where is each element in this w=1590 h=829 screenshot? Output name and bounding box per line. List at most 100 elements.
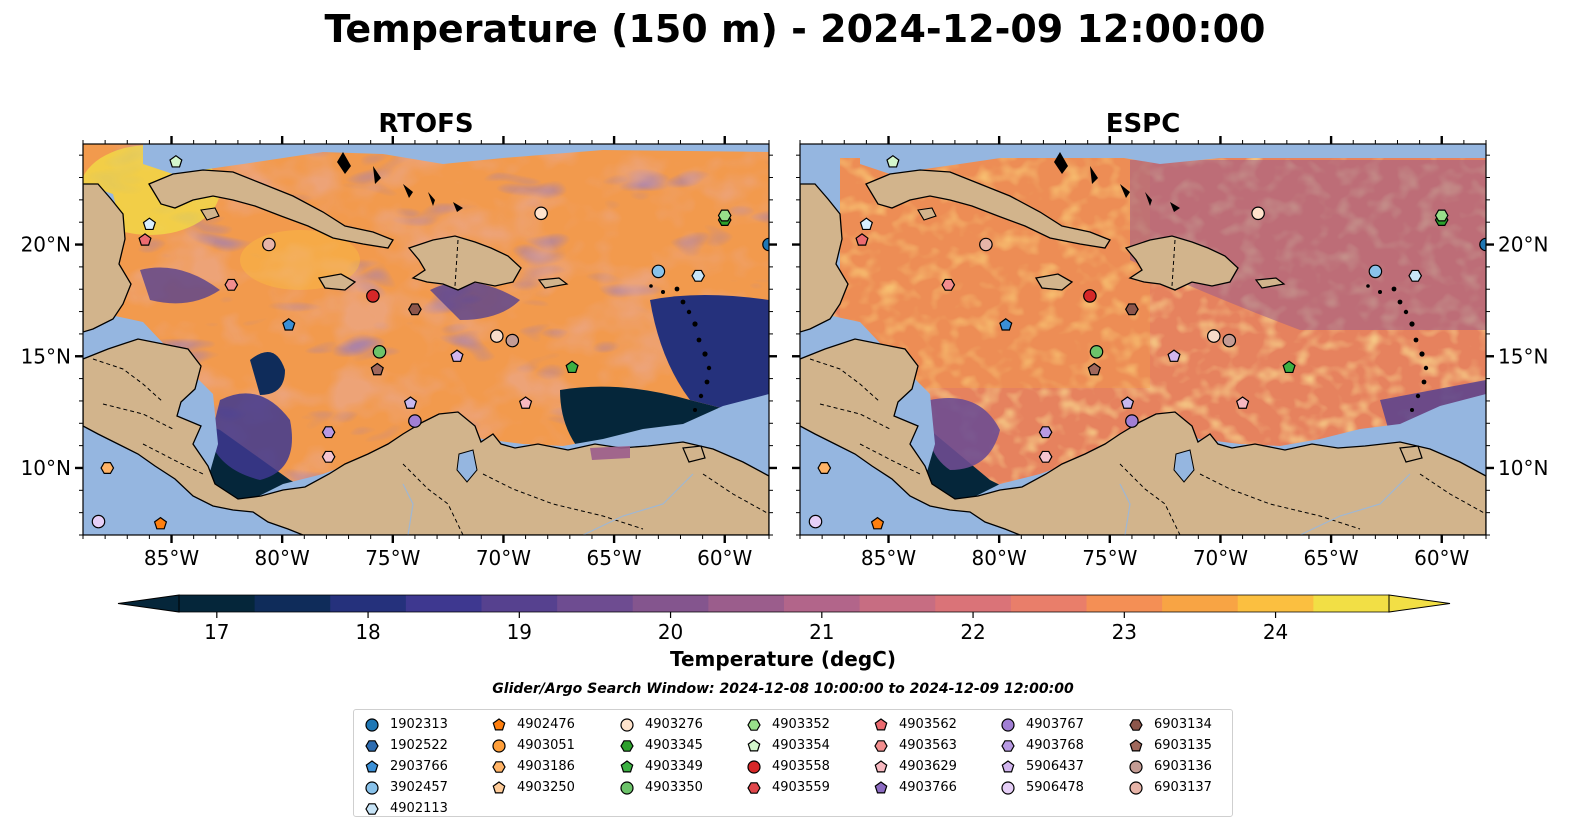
legend-label: 3902457 <box>390 780 448 795</box>
float-marker-5906437 <box>1167 349 1181 362</box>
float-marker-4903563 <box>941 278 956 291</box>
legend-label: 4903186 <box>517 759 575 774</box>
legend-item: 5906437 <box>1000 756 1084 777</box>
legend-column: 4903562 4903563 4903629 4903766 <box>873 714 957 798</box>
legend-marker-icon <box>1129 759 1143 774</box>
lat-tick-label: 20°N <box>21 233 71 257</box>
colorbar-tick-label: 24 <box>1263 620 1288 644</box>
legend-label: 4903352 <box>772 717 830 732</box>
colorbar-tick-label: 19 <box>507 620 532 644</box>
float-marker-1902313 <box>762 237 769 252</box>
float-marker-4903352 <box>717 209 732 222</box>
legend-item: 4902113 <box>364 798 448 819</box>
legend-marker <box>492 760 506 773</box>
float-marker-6903136 <box>1222 333 1237 348</box>
legend-marker-icon <box>874 739 888 752</box>
colorbar-tick-label: 23 <box>1112 620 1137 644</box>
legend-marker <box>747 759 761 774</box>
legend-item: 4903345 <box>619 735 703 756</box>
float-marker-6903137 <box>979 237 993 252</box>
float-marker-4903350 <box>372 345 387 359</box>
legend-item: 4903349 <box>619 756 703 777</box>
legend-marker <box>1001 717 1015 732</box>
legend-item: 4903562 <box>873 714 957 735</box>
legend-marker-icon <box>620 759 634 772</box>
legend-label: 6903134 <box>1154 717 1212 732</box>
panel-title-espc: ESPC <box>1106 109 1181 139</box>
legend-label: 5906437 <box>1026 759 1084 774</box>
legend-label: 4902113 <box>390 801 448 816</box>
float-marker-4903354 <box>886 154 900 168</box>
legend-marker <box>365 717 379 732</box>
legend-marker <box>492 717 506 730</box>
lat-tick-label: 20°N <box>1498 233 1548 257</box>
legend-item: 3902457 <box>364 777 448 798</box>
float-marker-6903134 <box>1125 303 1139 316</box>
legend-marker <box>874 759 888 772</box>
float-marker-extra-0 <box>403 396 418 409</box>
float-marker-5906478 <box>91 514 106 529</box>
float-marker-4903558 <box>1083 289 1097 303</box>
legend-marker <box>620 717 634 732</box>
legend-marker <box>874 780 888 793</box>
lat-tick-label: 10°N <box>21 456 71 480</box>
legend-label: 4903629 <box>899 759 957 774</box>
legend-marker-icon <box>365 780 379 795</box>
panel-title-rtofs: RTOFS <box>378 109 473 139</box>
legend-marker-icon <box>874 780 888 793</box>
legend-label: 4903767 <box>1026 717 1084 732</box>
legend-item: 6903134 <box>1128 714 1212 735</box>
legend-label: 4903250 <box>517 780 575 795</box>
lat-tick-label: 15°N <box>21 344 71 368</box>
legend-label: 4903558 <box>772 759 830 774</box>
float-marker-4903767 <box>1125 414 1139 428</box>
legend-marker-icon <box>1129 718 1143 731</box>
legend-marker-icon <box>1001 780 1015 795</box>
legend-item: 4903186 <box>491 756 575 777</box>
legend-marker-icon <box>1001 739 1015 752</box>
legend-label: 6903136 <box>1154 759 1212 774</box>
legend-label: 4903563 <box>899 738 957 753</box>
float-marker-2903766 <box>999 318 1013 331</box>
lat-tick-label: 10°N <box>1498 456 1548 480</box>
float-marker-extra-3 <box>142 217 157 231</box>
legend-item: 4903766 <box>873 777 957 798</box>
legend-label: 4902476 <box>517 717 575 732</box>
float-marker-3902457 <box>651 264 666 279</box>
colorbar-extend-high <box>1388 594 1451 613</box>
float-marker-4903352 <box>1434 209 1449 222</box>
figure-title: Temperature (150 m) - 2024-12-09 12:00:0… <box>324 7 1265 51</box>
legend-label: 4903051 <box>517 738 575 753</box>
float-marker-4903354 <box>169 154 183 168</box>
legend-marker <box>365 759 379 772</box>
legend-item: 4903768 <box>1000 735 1084 756</box>
legend-item: 4903558 <box>746 756 830 777</box>
legend-label: 5906478 <box>1026 780 1084 795</box>
float-marker-4903186 <box>817 462 832 474</box>
colorbar-tick-label: 21 <box>809 620 834 644</box>
float-marker-extra-2 <box>1206 329 1221 343</box>
lon-tick-label: 85°W <box>144 546 199 570</box>
legend-marker-icon <box>492 717 506 730</box>
map-panel-espc <box>800 144 1486 535</box>
legend-marker-icon <box>492 738 506 753</box>
legend-marker-icon <box>492 780 506 793</box>
float-marker-6903137 <box>262 237 276 252</box>
legend-marker-icon <box>1001 759 1015 772</box>
float-marker-6903134 <box>408 303 422 316</box>
legend-marker-icon <box>747 718 761 731</box>
legend-label: 1902313 <box>390 717 448 732</box>
legend-marker <box>874 717 888 730</box>
legend-label: 4903559 <box>772 780 830 795</box>
legend-column: 4903767 4903768 5906437 5906478 <box>1000 714 1084 798</box>
colorbar-segment <box>708 595 785 612</box>
legend-marker-icon <box>1129 738 1143 751</box>
legend-marker <box>1001 739 1015 752</box>
legend-marker-icon <box>365 802 379 815</box>
colorbar-segment <box>179 595 256 612</box>
legend-marker <box>1001 780 1015 795</box>
colorbar-extend-low <box>117 594 180 613</box>
legend-marker <box>1129 718 1143 731</box>
legend-item: 6903136 <box>1128 756 1212 777</box>
float-marker-4903562 <box>855 233 869 246</box>
